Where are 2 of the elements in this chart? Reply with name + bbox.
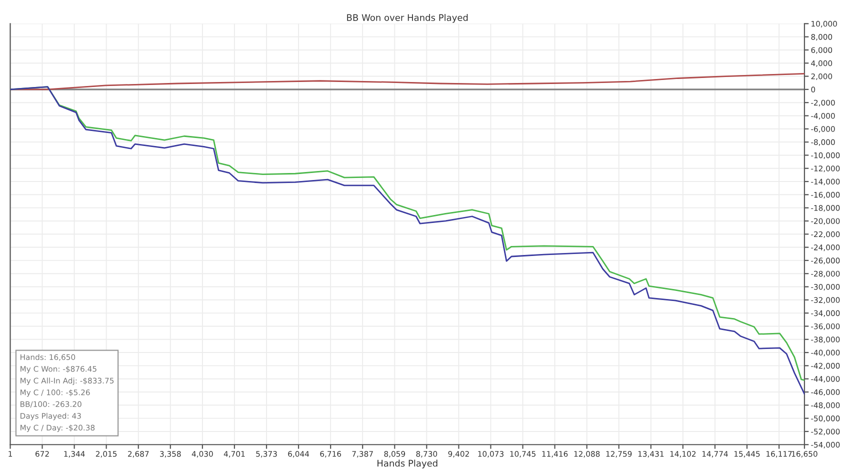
x-axis-title: Hands Played <box>378 460 438 468</box>
chart-title: BB Won over Hands Played <box>347 14 468 23</box>
